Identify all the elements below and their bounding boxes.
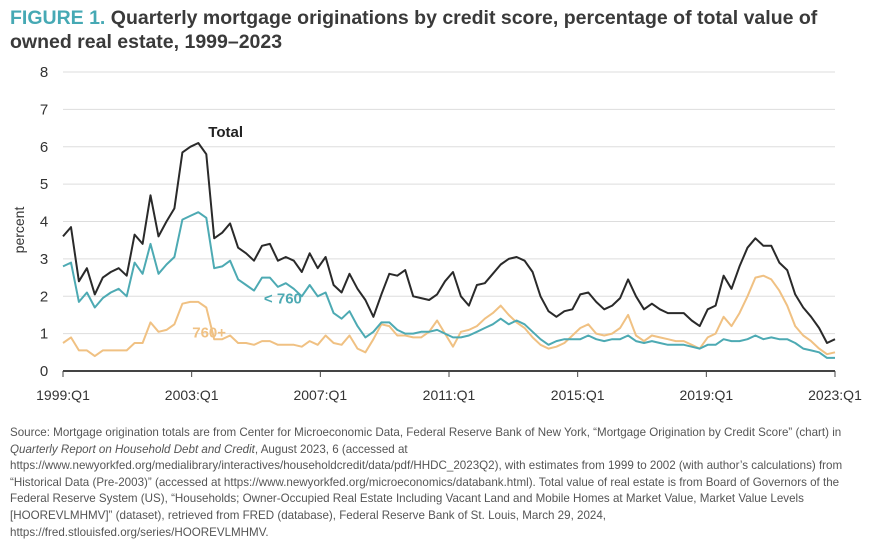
- y-tick-label: 4: [40, 214, 48, 231]
- figure-title: FIGURE 1. Quarterly mortgage origination…: [10, 6, 860, 54]
- source-publication: Quarterly Report on Household Debt and C…: [10, 442, 255, 456]
- x-tick-label: 1999:Q1: [36, 387, 90, 403]
- source-text-2: , August 2023, 6 (accessed at https://ww…: [10, 442, 843, 539]
- x-axis-ticks: 1999:Q1 2003:Q1 2007:Q1 2011:Q1 2015:Q1 2019:…: [36, 371, 862, 403]
- x-tick-label: 2007:Q1: [293, 387, 347, 403]
- x-tick-label: 2023:Q1: [808, 387, 862, 403]
- x-tick-label: 2003:Q1: [165, 387, 219, 403]
- x-tick-label: 2015:Q1: [551, 387, 605, 403]
- chart-series: [62, 142, 836, 359]
- series-line-760: [62, 274, 836, 358]
- y-tick-label: 7: [40, 101, 48, 118]
- series-annotation: Total: [208, 124, 243, 141]
- series-line-total: [62, 142, 836, 344]
- series-annotation: < 760: [264, 291, 302, 308]
- y-tick-label: 3: [40, 251, 48, 268]
- y-tick-label: 1: [40, 326, 48, 343]
- series-line-760: [62, 211, 835, 359]
- source-text-1: Source: Mortgage origination totals are …: [10, 426, 842, 439]
- x-tick-label: 2011:Q1: [423, 387, 476, 403]
- y-tick-label: 2: [40, 288, 48, 305]
- series-annotations: Total < 760 760+: [192, 124, 302, 341]
- series-annotation: 760+: [192, 324, 226, 341]
- y-axis-ticks: 0 1 2 3 4 5 6 7 8: [40, 64, 48, 380]
- y-tick-label: 6: [40, 139, 48, 156]
- figure-title-text: Quarterly mortgage originations by credi…: [10, 7, 818, 53]
- y-tick-label: 5: [40, 176, 48, 193]
- y-axis-label: percent: [11, 207, 27, 254]
- figure-label: FIGURE 1.: [10, 7, 106, 29]
- y-tick-label: 0: [40, 363, 48, 380]
- chart: 0 1 2 3 4 5 6 7 8 1999:Q1 2003:Q1 2007:Q1 2011:Q1 20…: [11, 64, 862, 403]
- source-note: Source: Mortgage origination totals are …: [10, 425, 865, 541]
- x-tick-label: 2019:Q1: [679, 387, 733, 403]
- y-tick-label: 8: [40, 64, 48, 81]
